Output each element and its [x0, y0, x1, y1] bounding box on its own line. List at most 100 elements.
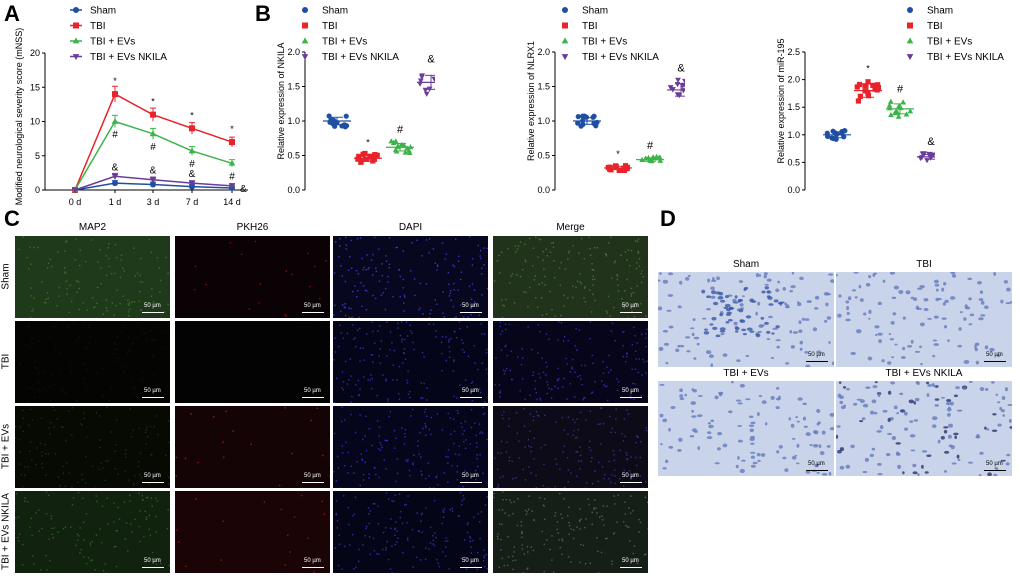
signal-dot [346, 332, 349, 335]
signal-dot [31, 459, 33, 462]
cell [659, 413, 664, 418]
signal-dot [152, 354, 154, 357]
signal-dot [440, 341, 443, 344]
signal-dot [380, 340, 383, 342]
signal-dot [482, 472, 484, 475]
signal-dot [254, 240, 257, 243]
signal-dot [182, 328, 184, 330]
cell [819, 451, 825, 456]
signal-dot [64, 485, 67, 487]
signal-dot [464, 420, 466, 423]
signal-dot [579, 446, 581, 448]
signal-dot [61, 391, 63, 393]
signal-dot [384, 439, 386, 442]
signal-dot [590, 460, 592, 463]
signal-dot [365, 415, 367, 418]
cell [796, 420, 800, 423]
y-tick-label: 1.5 [537, 82, 550, 92]
cell [887, 390, 892, 395]
signal-dot [432, 487, 435, 488]
cell [916, 307, 922, 310]
cell [823, 291, 830, 296]
signal-dot [376, 394, 378, 397]
signal-dot [348, 316, 351, 318]
signal-dot [129, 349, 131, 352]
signal-dot [521, 378, 524, 380]
cell [912, 463, 917, 468]
signal-dot [623, 330, 625, 333]
signal-dot [622, 355, 625, 358]
legend-label: Sham [927, 6, 953, 17]
signal-dot [28, 400, 31, 402]
signal-dot [100, 283, 102, 285]
signal-dot [79, 552, 81, 554]
signal-dot [442, 312, 444, 315]
scale-bar [302, 312, 324, 313]
signal-dot [531, 510, 533, 512]
data-point [149, 130, 157, 137]
signal-dot [388, 266, 390, 269]
signal-dot [537, 352, 539, 354]
signal-dot [521, 530, 523, 533]
signal-dot [544, 414, 546, 417]
signal-dot [434, 262, 437, 265]
cell [871, 399, 877, 404]
signal-dot [401, 522, 404, 525]
signal-dot [18, 463, 21, 465]
signal-dot [71, 504, 74, 506]
signal-dot [407, 370, 409, 373]
signal-dot [563, 294, 565, 297]
cell [773, 299, 779, 303]
data-point [578, 123, 584, 129]
signal-dot [84, 260, 87, 263]
signal-dot [118, 518, 121, 520]
signal-dot [113, 546, 115, 548]
data-point [875, 82, 881, 88]
signal-dot [442, 511, 445, 513]
signal-dot [614, 469, 616, 471]
signal-dot [632, 510, 634, 512]
cell [813, 307, 819, 310]
signal-dot [640, 333, 643, 336]
signal-dot [518, 457, 520, 459]
signal-dot [592, 284, 594, 286]
signal-dot [486, 287, 488, 290]
signal-dot [381, 263, 383, 265]
cell [941, 317, 947, 320]
signal-dot [91, 465, 94, 467]
signal-dot [94, 487, 97, 488]
signal-dot [203, 393, 205, 395]
signal-dot [637, 251, 640, 253]
signal-dot [429, 312, 431, 315]
signal-dot [481, 294, 483, 296]
signal-dot [53, 409, 56, 411]
signal-dot [556, 521, 559, 523]
signal-dot [291, 452, 293, 455]
signal-dot [370, 387, 373, 390]
signal-dot [584, 286, 586, 288]
signal-dot [396, 472, 399, 475]
cell [845, 318, 851, 322]
cell [919, 285, 925, 289]
signal-dot [86, 562, 88, 565]
cell [696, 414, 703, 418]
cell [980, 314, 986, 317]
signal-dot [570, 472, 572, 474]
signal-dot [115, 529, 117, 532]
signal-dot [360, 281, 362, 284]
signal-dot [630, 295, 632, 297]
signal-dot [133, 301, 136, 303]
micrograph-dots [333, 236, 488, 318]
signal-dot [636, 435, 639, 438]
signal-dot [161, 392, 163, 394]
signal-dot [590, 254, 592, 257]
cell [881, 359, 885, 363]
signal-dot [504, 370, 506, 372]
signal-dot [81, 353, 84, 355]
signal-dot [483, 333, 486, 335]
signal-dot [573, 430, 575, 432]
cell [707, 422, 712, 425]
signal-dot [366, 254, 368, 256]
legend-marker [73, 7, 79, 13]
signal-dot [368, 473, 371, 475]
